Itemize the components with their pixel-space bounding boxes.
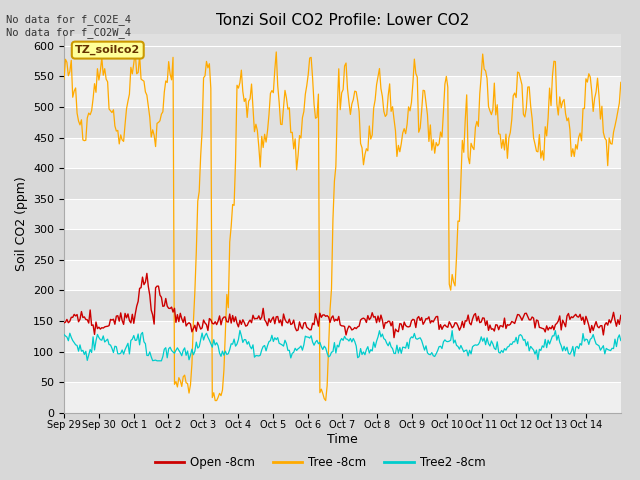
Open -8cm — [348, 327, 356, 333]
Tree -8cm — [543, 133, 550, 139]
Tree -8cm — [616, 100, 623, 106]
Open -8cm — [543, 323, 550, 329]
Tree2 -8cm — [60, 332, 68, 337]
Y-axis label: Soil CO2 (ppm): Soil CO2 (ppm) — [15, 176, 28, 271]
Tree -8cm — [349, 96, 357, 102]
Open -8cm — [617, 312, 625, 318]
Line: Tree -8cm: Tree -8cm — [64, 52, 621, 401]
Bar — [64, 260, 621, 290]
Open -8cm — [143, 271, 150, 276]
Open -8cm — [390, 335, 398, 340]
Title: Tonzi Soil CO2 Profile: Lower CO2: Tonzi Soil CO2 Profile: Lower CO2 — [216, 13, 469, 28]
Bar — [64, 321, 621, 352]
Tree2 -8cm — [349, 336, 357, 341]
Tree2 -8cm — [153, 358, 161, 364]
Open -8cm — [616, 322, 623, 327]
Open -8cm — [97, 326, 104, 332]
Tree2 -8cm — [616, 332, 623, 338]
Open -8cm — [60, 320, 68, 326]
Tree2 -8cm — [543, 345, 550, 350]
Tree2 -8cm — [460, 349, 468, 355]
Tree2 -8cm — [236, 327, 244, 333]
Tree -8cm — [60, 76, 68, 82]
Open -8cm — [460, 324, 468, 330]
Open -8cm — [79, 314, 87, 320]
Tree2 -8cm — [617, 337, 625, 343]
Tree -8cm — [211, 398, 219, 404]
Bar — [64, 199, 621, 229]
Line: Open -8cm: Open -8cm — [64, 274, 621, 337]
Text: TZ_soilco2: TZ_soilco2 — [75, 45, 140, 55]
Tree2 -8cm — [97, 337, 104, 343]
Tree -8cm — [460, 149, 468, 155]
Legend: Open -8cm, Tree -8cm, Tree2 -8cm: Open -8cm, Tree -8cm, Tree2 -8cm — [150, 452, 490, 474]
Line: Tree2 -8cm: Tree2 -8cm — [64, 330, 621, 361]
Text: No data for f_CO2E_4
No data for f_CO2W_4: No data for f_CO2E_4 No data for f_CO2W_… — [6, 14, 131, 38]
Tree -8cm — [617, 80, 625, 85]
X-axis label: Time: Time — [327, 433, 358, 446]
Tree -8cm — [97, 68, 104, 74]
Bar — [64, 382, 621, 413]
Bar — [64, 138, 621, 168]
Bar — [64, 76, 621, 107]
Tree2 -8cm — [79, 348, 87, 353]
Tree -8cm — [131, 49, 139, 55]
Tree -8cm — [79, 137, 87, 143]
